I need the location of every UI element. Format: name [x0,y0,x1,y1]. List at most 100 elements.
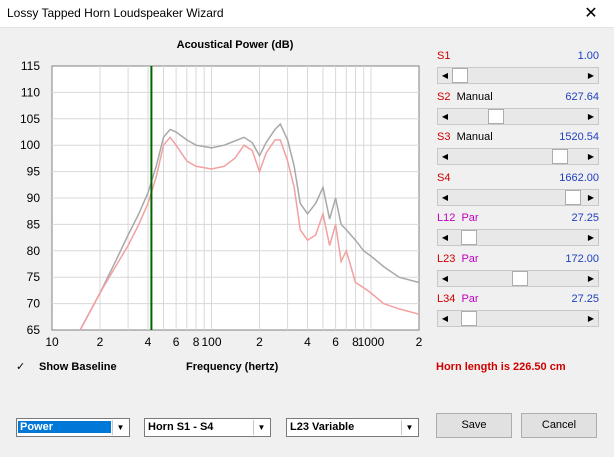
slider-value: 627.64 [565,90,599,103]
chevron-right-icon[interactable]: ▶ [587,152,595,161]
series-lines [79,122,420,331]
mode-combo-value: Power [18,421,111,433]
title-bar: Lossy Tapped Horn Loudspeaker Wizard ✕ [0,0,614,27]
mode-combo[interactable]: Power ▼ [16,418,130,437]
slider-value: 1662.00 [559,171,599,184]
slider-track[interactable]: ◀ ▶ [437,310,599,327]
slider-value: 1.00 [577,50,599,62]
slider-label: S1 [437,50,450,62]
slider-s1: S1 1.00 ◀ ▶ [437,50,599,90]
chevron-left-icon[interactable]: ◀ [441,233,449,242]
slider-thumb[interactable] [551,149,568,164]
chevron-down-icon[interactable]: ▼ [112,420,128,435]
chevron-left-icon[interactable]: ◀ [441,71,449,80]
slider-value: 1520.54 [559,131,599,143]
slider-s3: S3 Manual 1520.54 ◀ ▶ [437,131,599,171]
slider-label: S3 Manual [437,131,493,143]
x-tick-label: 2 [416,335,423,349]
window-title: Lossy Tapped Horn Loudspeaker Wizard [7,6,224,20]
y-tick-label: 95 [27,165,41,179]
variable-combo[interactable]: L23 Variable ▼ [286,418,419,437]
x-tick-label: 4 [304,335,311,349]
y-tick-label: 65 [27,323,41,337]
x-tick-label: 1000 [358,335,385,349]
chevron-left-icon[interactable]: ◀ [441,152,449,161]
chevron-down-icon[interactable]: ▼ [253,420,269,435]
chevron-left-icon[interactable]: ◀ [441,111,449,121]
slider-name: S4 [437,171,451,184]
y-tick-label: 85 [27,217,41,231]
slider-thumb[interactable] [461,311,478,326]
slider-mode: Par [455,252,479,265]
horn-section-combo[interactable]: Horn S1 - S4 ▼ [144,418,271,437]
slider-mode: Manual [450,131,493,143]
chevron-right-icon[interactable]: ▶ [587,192,595,202]
slider-label: L23 Par [437,253,479,265]
slider-track[interactable]: ◀ ▶ [437,67,599,84]
slider-track[interactable]: ◀ ▶ [437,188,599,206]
x-tick-label: 8 [352,335,359,349]
x-tick-label: 100 [201,335,221,349]
y-tick-label: 90 [27,191,41,205]
slider-thumb[interactable] [461,230,478,245]
chevron-right-icon[interactable]: ▶ [587,273,595,283]
slider-mode: Par [455,293,479,305]
x-tick-label: 6 [173,335,180,349]
slider-track[interactable]: ◀ ▶ [437,148,599,165]
y-tick-label: 105 [20,112,40,126]
slider-s4: S4 1662.00 ◀ ▶ [437,172,599,212]
slider-thumb[interactable] [512,270,529,286]
slider-l12: L12 Par 27.25 ◀ ▶ [437,212,599,252]
chevron-right-icon[interactable]: ▶ [587,71,595,80]
grid-lines [52,66,419,330]
horn-section-combo-value: Horn S1 - S4 [148,421,214,433]
chevron-right-icon[interactable]: ▶ [587,111,595,121]
slider-track[interactable]: ◀ ▶ [437,269,599,287]
slider-value: 27.25 [571,293,599,305]
x-tick-label: 10 [45,335,59,349]
slider-value: 172.00 [565,252,599,265]
y-tick-label: 100 [20,138,40,152]
y-tick-label: 80 [27,244,41,258]
chevron-left-icon[interactable]: ◀ [441,273,449,283]
slider-mode: Par [455,212,479,224]
close-icon[interactable]: ✕ [584,5,598,22]
series-line-1 [79,122,420,331]
slider-mode: Manual [450,90,493,103]
slider-thumb[interactable] [487,108,504,124]
slider-label: S4 [437,172,450,184]
save-button[interactable]: Save [436,413,512,438]
slider-name: S1 [437,50,451,62]
slider-value: 27.25 [571,212,599,224]
slider-name: L23 [437,252,456,265]
series-line-2 [79,136,420,331]
cancel-button[interactable]: Cancel [521,413,597,438]
chart-title: Acoustical Power (dB) [176,39,294,51]
y-tick-label: 115 [21,59,40,73]
slider-s2: S2 Manual 627.64 ◀ ▶ [437,91,599,131]
x-tick-label: 6 [332,335,339,349]
chevron-down-icon[interactable]: ▼ [401,420,417,435]
y-tick-label: 110 [21,85,40,99]
chevron-right-icon[interactable]: ▶ [587,233,595,242]
x-axis-label: Frequency (hertz) [186,361,279,373]
slider-thumb[interactable] [564,189,581,205]
variable-combo-value: L23 Variable [290,421,355,433]
slider-track[interactable]: ◀ ▶ [437,107,599,125]
slider-name: L34 [437,293,456,305]
chevron-right-icon[interactable]: ▶ [587,314,595,323]
x-tick-label: 4 [145,335,152,349]
slider-label: S2 Manual [437,91,493,103]
chevron-left-icon[interactable]: ◀ [441,314,449,323]
slider-name: S3 [437,131,451,143]
chevron-left-icon[interactable]: ◀ [441,192,449,202]
slider-label: L34 Par [437,293,479,305]
slider-name: S2 [437,90,451,103]
slider-l34: L34 Par 27.25 ◀ ▶ [437,293,599,333]
slider-track[interactable]: ◀ ▶ [437,229,599,246]
x-tick-label: 2 [97,335,104,349]
slider-thumb[interactable] [452,68,468,83]
check-icon: ✓ [16,361,26,373]
